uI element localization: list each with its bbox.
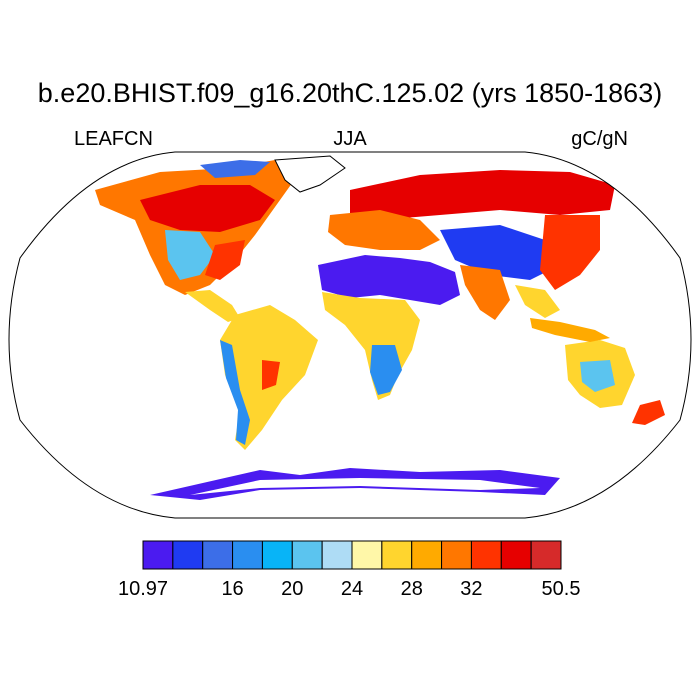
colorbar — [142, 540, 562, 570]
colorbar-swatch — [291, 540, 323, 570]
andes-cool — [220, 340, 250, 445]
land-fields — [95, 155, 665, 500]
arctic-islands — [200, 160, 270, 178]
colorbar-swatch — [441, 540, 472, 570]
south-america-east — [262, 360, 280, 390]
australia-interior — [580, 360, 615, 392]
colorbar-tick-label: 16 — [221, 578, 244, 600]
units-label: gC/gN — [571, 128, 628, 150]
colorbar-swatch — [500, 540, 532, 570]
map-title: b.e20.BHIST.f09_g16.20thC.125.02 (yrs 18… — [37, 78, 663, 108]
colorbar-swatch — [232, 540, 263, 570]
colorbar-tick-label: 20 — [281, 578, 304, 600]
canada-north — [140, 185, 275, 232]
colorbar-swatch — [172, 540, 204, 570]
antarctica-interior — [190, 478, 540, 495]
colorbar-swatch — [321, 540, 353, 570]
east-asia — [540, 215, 600, 290]
sahara-arabia — [318, 255, 460, 305]
colorbar-swatch — [351, 540, 383, 570]
colorbar-swatch — [411, 540, 443, 570]
colorbar-tick-label: 10.97 — [117, 578, 169, 600]
africa-south — [322, 292, 420, 400]
colorbar-swatch — [381, 540, 413, 570]
colorbar-swatch — [261, 540, 293, 570]
us-west — [165, 230, 215, 280]
europe — [328, 210, 440, 250]
us-east — [205, 240, 245, 280]
south-asia — [460, 265, 510, 320]
colorbar-swatch — [530, 540, 562, 570]
new-zealand — [632, 400, 665, 425]
colorbar-tick-label: 24 — [340, 578, 364, 600]
southeast-asia — [515, 285, 560, 318]
greenland-outline — [274, 155, 346, 193]
central-america — [185, 290, 240, 322]
colorbar-tick-label: 50.5 — [541, 578, 581, 600]
colorbar-swatch — [202, 540, 234, 570]
colorbar-tick-label: 32 — [460, 578, 483, 600]
projection-outline — [8, 151, 692, 519]
colorbar-swatch — [142, 540, 174, 570]
southern-africa-cool — [370, 345, 402, 395]
variable-label: LEAFCN — [74, 128, 153, 150]
colorbar-tick-label: 28 — [400, 578, 423, 600]
colorbar-swatch — [470, 540, 502, 570]
season-label: JJA — [333, 128, 367, 150]
indonesia — [530, 318, 610, 342]
eurasia-north — [350, 170, 615, 220]
